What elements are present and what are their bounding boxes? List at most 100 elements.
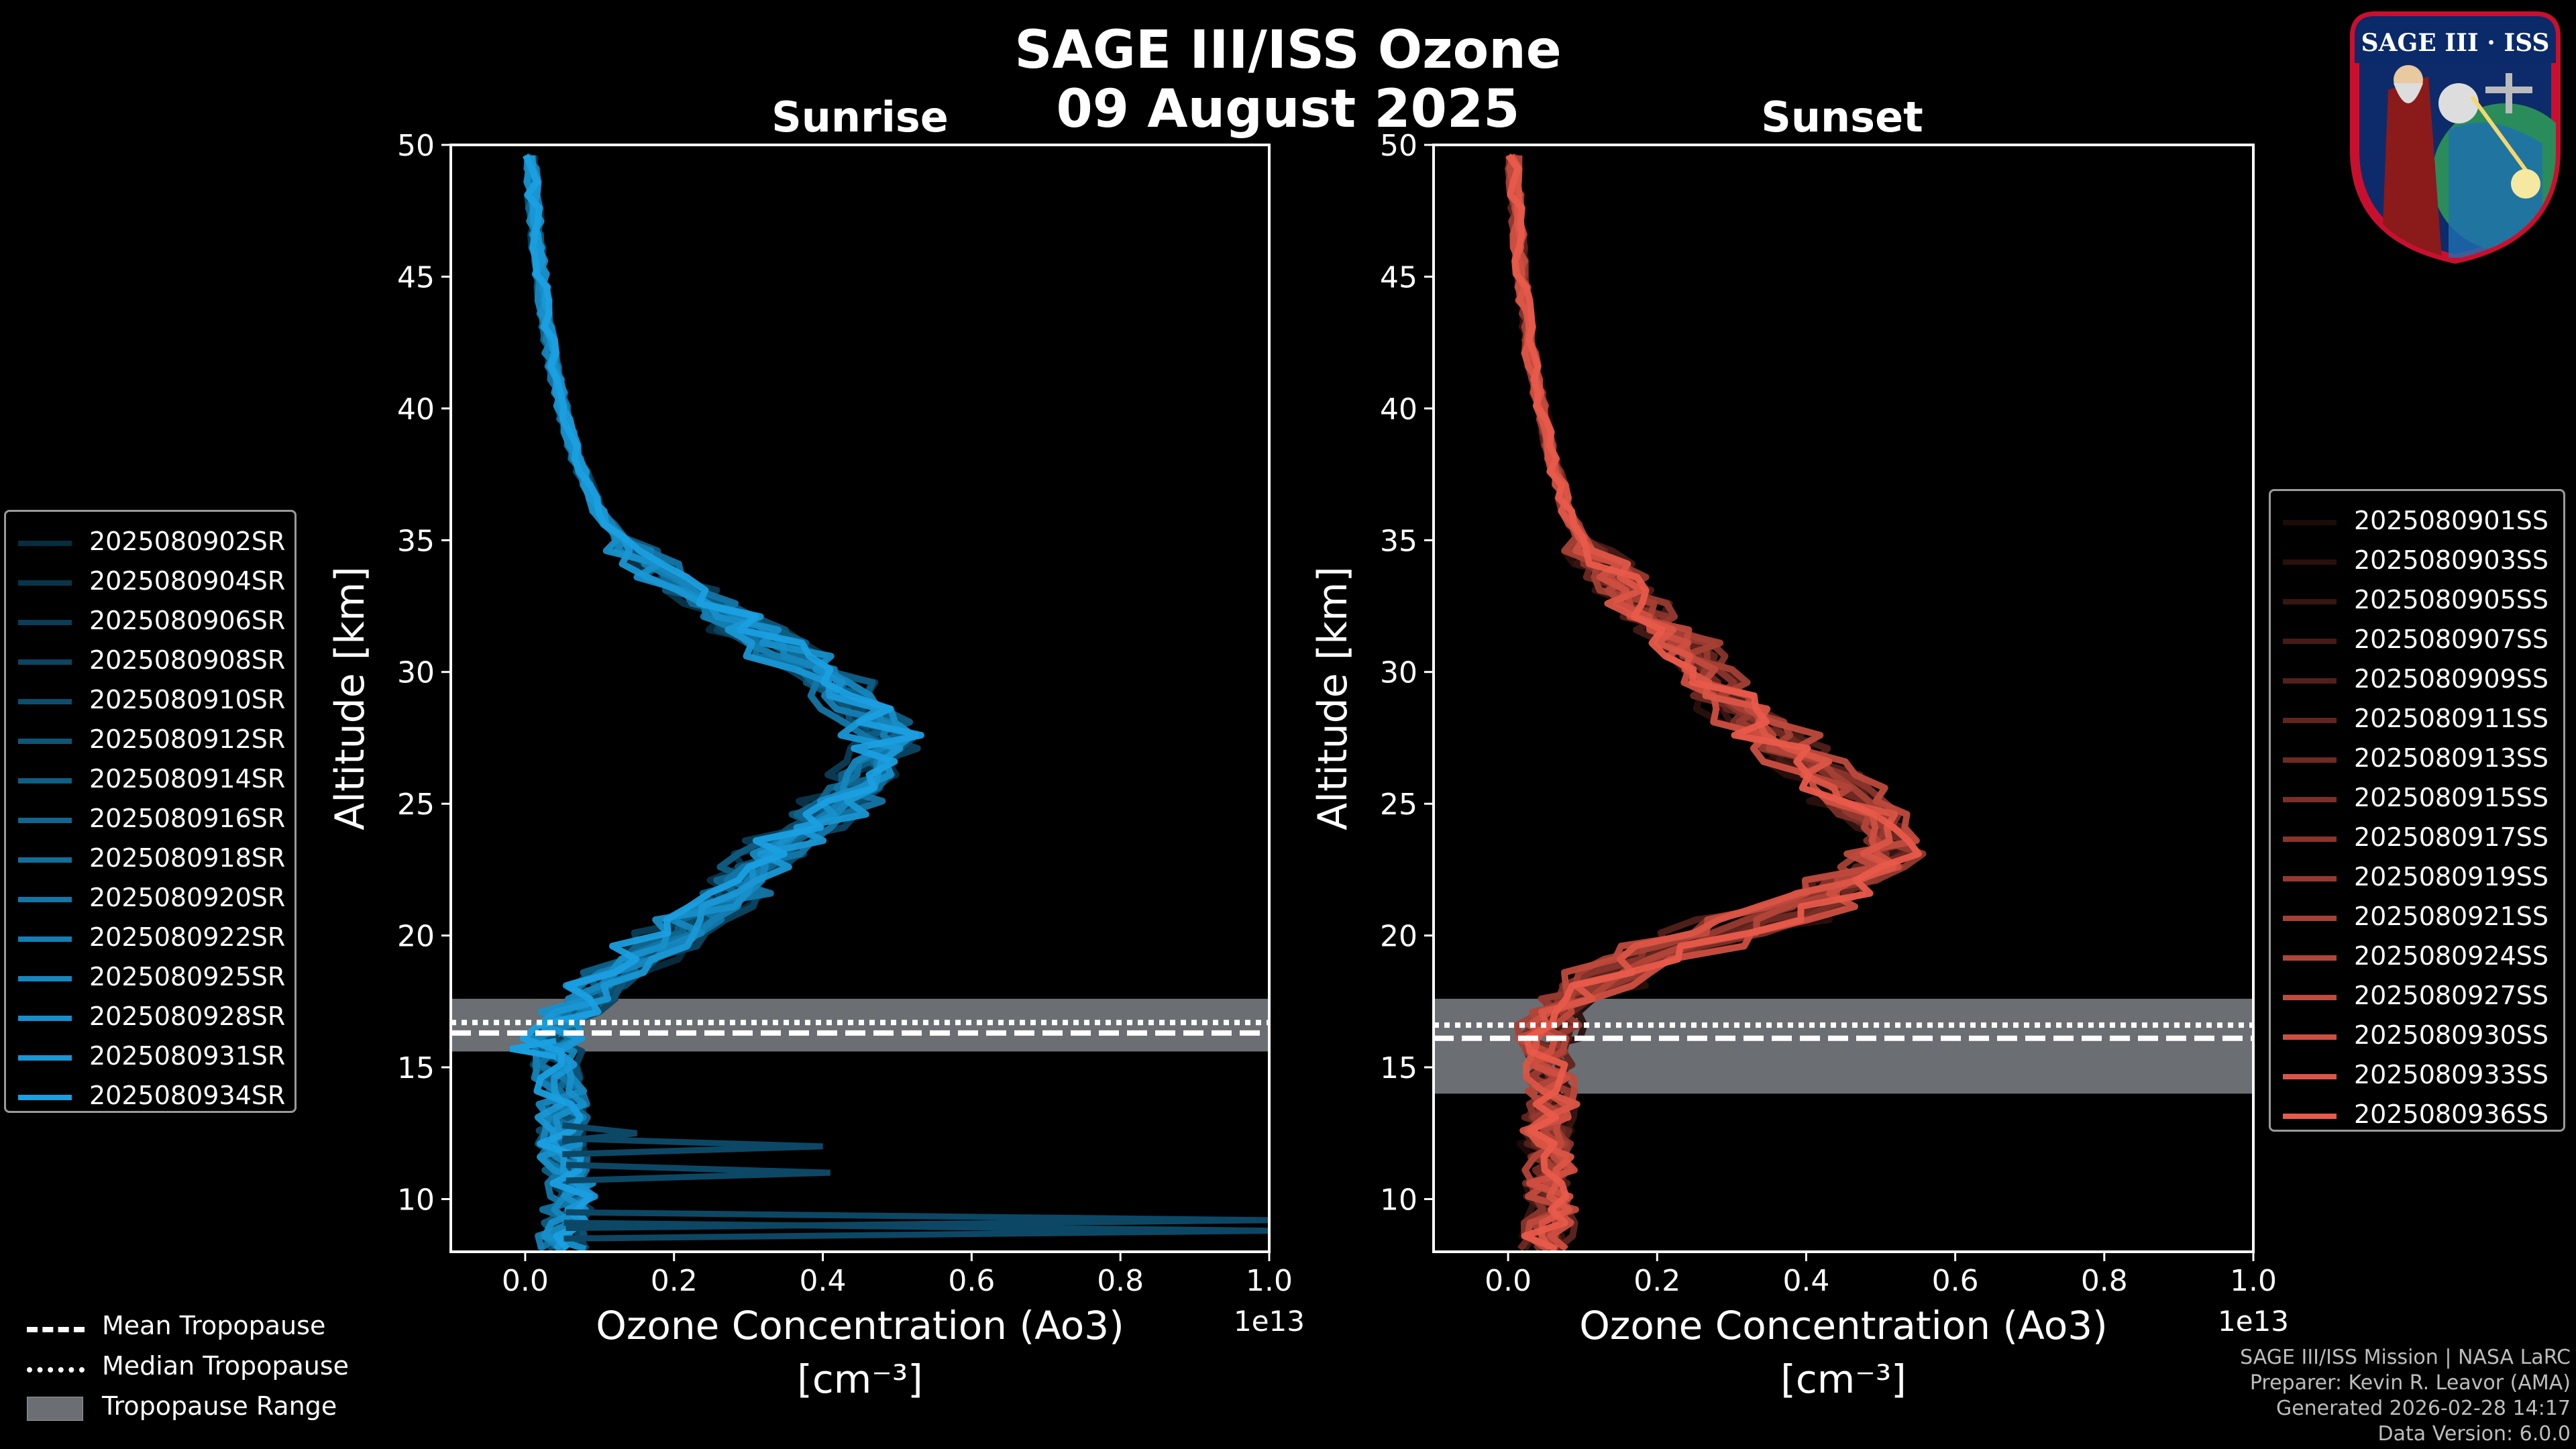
dotted-line-icon [27, 1367, 85, 1373]
sunrise-xtick-label: 0.2 [651, 1264, 698, 1298]
sunrise-legend: 2025080902SR 2025080904SR 2025080906SR 2025… [4, 510, 297, 1113]
sunset-xtick-label: 0.4 [1782, 1264, 1829, 1298]
legend-item: 2025080916SR [6, 800, 294, 839]
legend-item: 2025080914SR [6, 760, 294, 800]
range-swatch-icon [27, 1397, 83, 1421]
legend-item: 2025080912SR [6, 720, 294, 760]
legend-line-icon [18, 1055, 72, 1061]
sunset-ylabel: Altitude [km] [1309, 566, 1356, 830]
sunrise-xtick-label: 1.0 [1246, 1264, 1293, 1298]
sunset-x-offset-label: 1e13 [2218, 1305, 2289, 1338]
sunset-ytick-label: 50 [1380, 129, 1417, 163]
legend-item: 2025080913SS [2271, 739, 2563, 779]
legend-item: 2025080908SR [6, 641, 294, 681]
sunset-xtick-label: 0.2 [1633, 1264, 1680, 1298]
legend-label: 2025080927SS [2354, 981, 2549, 1010]
legend-line-icon [18, 857, 72, 863]
sunrise-ytick-label: 10 [397, 1183, 435, 1217]
legend-line-icon [18, 778, 72, 784]
sunset-xtick-label: 0.8 [2081, 1264, 2128, 1298]
legend-label: 2025080930SS [2354, 1020, 2549, 1050]
legend-line-icon [2283, 639, 2337, 644]
dashed-line-icon [27, 1327, 85, 1332]
sunrise-ytick-label: 30 [397, 656, 435, 690]
sunrise-axes-frame [449, 144, 1271, 1253]
legend-label: 2025080901SS [2354, 506, 2549, 535]
legend-label: 2025080907SS [2354, 625, 2549, 654]
legend-item: 2025080909SS [2271, 660, 2563, 700]
sunset-xunit: [cm⁻³] [1780, 1356, 1907, 1402]
legend-item: 2025080922SR [6, 918, 294, 958]
legend-label: 2025080920SR [89, 883, 286, 912]
sage-iii-iss-logo: SAGE III · ISS [2350, 11, 2561, 264]
legend-line-icon [2283, 955, 2337, 961]
legend-label: 2025080908SR [89, 645, 286, 675]
legend-item: 2025080901SS [2271, 502, 2563, 541]
legend-item: 2025080921SS [2271, 898, 2563, 937]
sunset-legend: 2025080901SS 2025080903SS 2025080905SS 2025… [2269, 489, 2565, 1132]
legend-line-icon [2283, 520, 2337, 525]
legend-label: 2025080925SR [89, 962, 286, 991]
legend-item: 2025080936SS [2271, 1095, 2563, 1135]
legend-label: 2025080902SR [89, 527, 286, 556]
legend-item: 2025080927SS [2271, 977, 2563, 1016]
legend-line-icon [18, 936, 72, 942]
legend-item: 2025080907SS [2271, 621, 2563, 660]
legend-line-icon [18, 976, 72, 981]
sunset-xtick-label: 0.0 [1485, 1264, 1532, 1298]
sunrise-subplot-title: Sunrise [771, 93, 949, 142]
legend-label: 2025080931SR [89, 1041, 286, 1071]
sunrise-outlier-4 [564, 1220, 1269, 1242]
legend-line-icon [2283, 837, 2337, 842]
legend-label: 2025080905SS [2354, 585, 2549, 614]
legend-label: 2025080910SR [89, 685, 286, 714]
legend-range-label: Tropopause Range [102, 1391, 337, 1421]
sunset-xlabel: Ozone Concentration (Ao3) [1579, 1303, 2108, 1348]
legend-label: 2025080928SR [89, 1002, 286, 1031]
legend-label: 2025080918SR [89, 843, 286, 873]
sunrise-xunit: [cm⁻³] [797, 1356, 923, 1402]
logo-title: SAGE III · ISS [2361, 29, 2550, 57]
legend-line-icon [18, 659, 72, 665]
legend-item: 2025080933SS [2271, 1056, 2563, 1095]
chart-title-line1: SAGE III/ISS Ozone [1014, 20, 1562, 80]
legend-label: 2025080919SS [2354, 862, 2549, 892]
legend-line-icon [2283, 678, 2337, 684]
legend-label: 2025080913SS [2354, 743, 2549, 773]
footer-generated: Generated 2026-02-28 14:17 [2275, 1397, 2571, 1420]
sunset-subplot-title: Sunset [1761, 93, 1923, 142]
legend-line-icon [2283, 916, 2337, 921]
legend-label: 2025080909SS [2354, 664, 2549, 694]
sunrise-xtick-label: 0.4 [800, 1264, 847, 1298]
legend-item: 2025080928SR [6, 998, 294, 1037]
legend-line-icon [2283, 797, 2337, 802]
sunrise-profile-2025080931SR [529, 155, 904, 1252]
sunset-profiles [1505, 153, 1927, 1252]
legend-line-icon [2283, 876, 2337, 881]
legend-item: 2025080917SS [2271, 818, 2563, 858]
legend-item: 2025080904SR [6, 562, 294, 602]
sunset-axes-frame [1432, 144, 2255, 1253]
legend-line-icon [2283, 1074, 2337, 1079]
legend-item: 2025080931SR [6, 1037, 294, 1077]
sunrise-ytick-label: 35 [397, 524, 435, 558]
legend-item: 2025080925SR [6, 958, 294, 998]
sunset-profile-2025080936SS [1505, 153, 1922, 1252]
legend-line-icon [18, 580, 72, 586]
sunrise-xlabel: Ozone Concentration (Ao3) [596, 1303, 1124, 1348]
legend-label: 2025080911SS [2354, 704, 2549, 733]
legend-line-icon [2283, 995, 2337, 1000]
legend-label: 2025080924SS [2354, 941, 2549, 971]
legend-line-icon [18, 541, 72, 546]
legend-item: 2025080902SR [6, 523, 294, 562]
legend-line-icon [2283, 599, 2337, 604]
sunset-xtick-label: 0.6 [1932, 1264, 1979, 1298]
sunrise-x-offset-label: 1e13 [1234, 1305, 1305, 1338]
legend-item: 2025080911SS [2271, 700, 2563, 739]
sunrise-ytick-label: 25 [397, 788, 435, 822]
sunset-ytick-label: 45 [1380, 260, 1417, 294]
sunrise-panel: Sunrise 10 15 20 25 30 35 40 45 50 0.0 0.2 0.4 0.6 0.8… [327, 93, 1305, 1402]
legend-label: 2025080921SS [2354, 902, 2549, 931]
legend-item: 2025080903SS [2271, 541, 2563, 581]
